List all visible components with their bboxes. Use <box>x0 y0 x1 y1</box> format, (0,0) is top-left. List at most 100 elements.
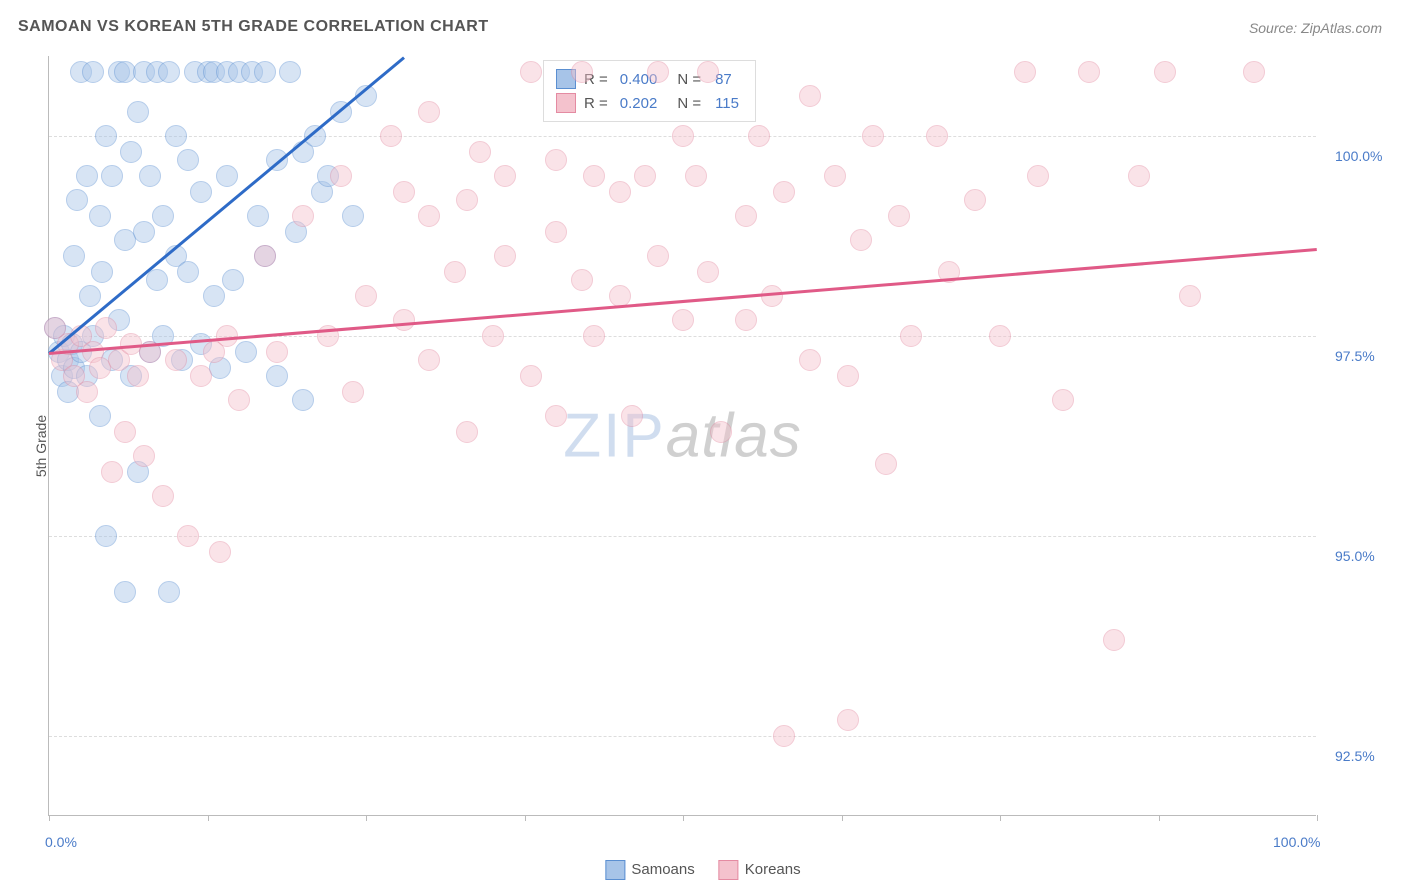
legend-n-value: 115 <box>715 95 739 112</box>
data-point <box>672 309 694 331</box>
data-point <box>95 125 117 147</box>
data-point <box>114 581 136 603</box>
data-point <box>279 61 301 83</box>
data-point <box>89 405 111 427</box>
data-point <box>888 205 910 227</box>
watermark-atlas: atlas <box>666 401 802 470</box>
data-point <box>203 285 225 307</box>
legend-swatch <box>719 860 739 880</box>
data-point <box>152 485 174 507</box>
data-point <box>158 61 180 83</box>
data-point <box>165 125 187 147</box>
data-point <box>621 405 643 427</box>
data-point <box>634 165 656 187</box>
data-point <box>799 349 821 371</box>
data-point <box>152 205 174 227</box>
data-point <box>235 341 257 363</box>
data-point <box>247 205 269 227</box>
data-point <box>761 285 783 307</box>
data-point <box>545 221 567 243</box>
data-point <box>735 205 757 227</box>
data-point <box>342 205 364 227</box>
data-point <box>571 61 593 83</box>
x-tick <box>842 815 843 821</box>
data-point <box>82 61 104 83</box>
y-tick-label: 97.5% <box>1335 348 1375 364</box>
data-point <box>494 245 516 267</box>
data-point <box>1179 285 1201 307</box>
data-point <box>101 165 123 187</box>
x-tick-label: 0.0% <box>45 834 77 850</box>
data-point <box>216 165 238 187</box>
data-point <box>133 445 155 467</box>
data-point <box>76 381 98 403</box>
data-point <box>748 125 770 147</box>
legend-row: R = 0.202 N = 115 <box>556 91 743 115</box>
data-point <box>292 389 314 411</box>
y-tick-label: 100.0% <box>1335 148 1382 164</box>
data-point <box>469 141 491 163</box>
data-point <box>91 261 113 283</box>
legend-r-label: R = <box>584 95 608 112</box>
series-legend: Samoans Koreans <box>605 860 800 880</box>
legend-n-label: N = <box>677 95 701 112</box>
data-point <box>254 61 276 83</box>
x-tick <box>366 815 367 821</box>
data-point <box>355 285 377 307</box>
data-point <box>1154 61 1176 83</box>
data-point <box>609 181 631 203</box>
data-point <box>520 61 542 83</box>
data-point <box>1014 61 1036 83</box>
gridline <box>49 536 1316 537</box>
data-point <box>456 189 478 211</box>
x-tick <box>683 815 684 821</box>
x-tick <box>1159 815 1160 821</box>
data-point <box>837 365 859 387</box>
source-credit: Source: ZipAtlas.com <box>1249 20 1382 36</box>
chart-title: SAMOAN VS KOREAN 5TH GRADE CORRELATION C… <box>18 18 489 36</box>
data-point <box>190 365 212 387</box>
data-point <box>393 309 415 331</box>
data-point <box>418 101 440 123</box>
data-point <box>66 189 88 211</box>
data-point <box>177 525 199 547</box>
data-point <box>120 141 142 163</box>
x-tick-label: 100.0% <box>1273 834 1320 850</box>
data-point <box>571 269 593 291</box>
data-point <box>799 85 821 107</box>
data-point <box>545 405 567 427</box>
x-tick <box>49 815 50 821</box>
data-point <box>1078 61 1100 83</box>
data-point <box>583 165 605 187</box>
data-point <box>494 165 516 187</box>
data-point <box>647 61 669 83</box>
data-point <box>177 149 199 171</box>
data-point <box>824 165 846 187</box>
data-point <box>1103 629 1125 651</box>
data-point <box>76 165 98 187</box>
data-point <box>393 181 415 203</box>
bottom-legend-item: Samoans <box>605 860 694 880</box>
gridline <box>49 736 1316 737</box>
data-point <box>165 349 187 371</box>
data-point <box>773 725 795 747</box>
data-point <box>482 325 504 347</box>
x-tick <box>208 815 209 821</box>
data-point <box>177 261 199 283</box>
data-point <box>139 165 161 187</box>
data-point <box>1052 389 1074 411</box>
data-point <box>266 365 288 387</box>
data-point <box>989 325 1011 347</box>
data-point <box>926 125 948 147</box>
data-point <box>190 181 212 203</box>
data-point <box>837 709 859 731</box>
legend-r-value: 0.202 <box>620 95 658 112</box>
data-point <box>209 541 231 563</box>
data-point <box>63 245 85 267</box>
x-tick <box>1317 815 1318 821</box>
legend-series-name: Koreans <box>745 861 801 878</box>
data-point <box>875 453 897 475</box>
data-point <box>95 317 117 339</box>
data-point <box>101 461 123 483</box>
data-point <box>583 325 605 347</box>
